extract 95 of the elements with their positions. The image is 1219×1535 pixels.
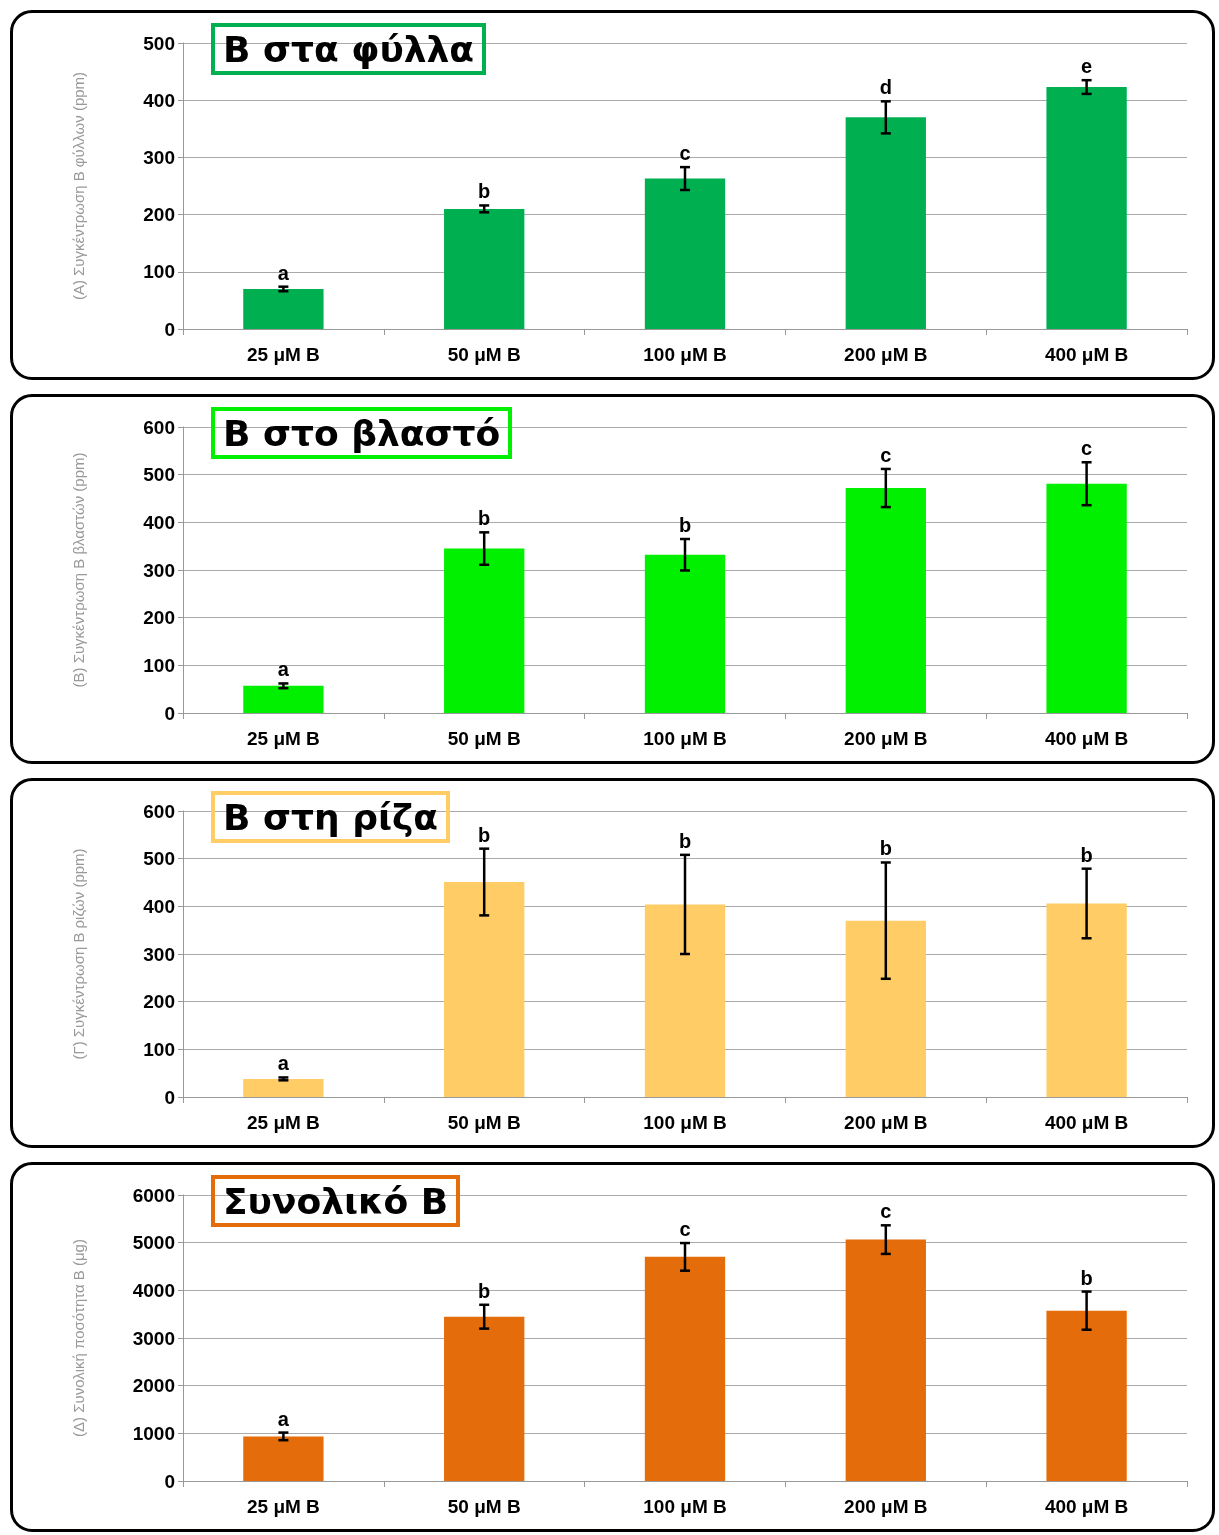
y-axis-title: (Δ) Συνολική ποσότητα Β (μg) <box>69 1239 87 1437</box>
bar <box>845 1239 926 1481</box>
x-tick-label: 50 μM B <box>447 1496 521 1517</box>
bar <box>644 904 726 1097</box>
x-tick-label: 25 μM B <box>246 728 320 749</box>
bar <box>644 554 726 713</box>
bar <box>1046 903 1127 1097</box>
bar <box>243 1078 324 1097</box>
bar <box>444 882 525 1097</box>
x-tick-label: 400 μM B <box>1044 344 1129 365</box>
y-tick-label: 2000 <box>132 1375 175 1397</box>
bar <box>845 117 926 329</box>
bar <box>644 178 726 329</box>
y-tick-label: 0 <box>164 1470 175 1492</box>
y-tick-label: 400 <box>143 895 175 917</box>
x-tick-label: 100 μM B <box>643 728 727 749</box>
annotation: b <box>678 514 692 537</box>
x-tick-label: 50 μM B <box>447 344 521 365</box>
x-tick-label: 400 μM B <box>1044 1112 1129 1133</box>
y-tick-label: 400 <box>143 511 175 533</box>
annotation: d <box>879 76 892 99</box>
annotation: a <box>277 1407 290 1430</box>
x-tick-label: 400 μM B <box>1044 728 1129 749</box>
annotation: a <box>277 658 290 681</box>
bar <box>845 488 926 713</box>
annotation: c <box>1081 437 1093 460</box>
y-tick-label: 0 <box>164 702 175 724</box>
x-tick-label: 50 μM B <box>447 1112 521 1133</box>
y-axis-title: (Α) Συγκέντρωση Β φύλλων (ppm) <box>69 71 87 301</box>
y-axis-title: (Γ) Συγκέντρωση Β ριζών (ppm) <box>69 848 87 1060</box>
bar <box>1046 87 1127 329</box>
y-tick-label: 100 <box>143 261 175 283</box>
x-tick-label: 100 μM B <box>643 344 727 365</box>
y-tick-label: 1000 <box>132 1422 175 1444</box>
y-tick-label: 500 <box>143 464 175 486</box>
annotation: c <box>880 443 892 466</box>
annotation: c <box>679 1218 691 1241</box>
y-tick-label: 600 <box>143 800 175 822</box>
y-tick-label: 400 <box>143 89 175 111</box>
chart-title: Συνολικό Β <box>223 1180 449 1222</box>
y-tick-label: 300 <box>143 943 175 965</box>
y-tick-label: 200 <box>143 204 175 226</box>
bar <box>1046 483 1127 713</box>
x-tick-label: 100 μM B <box>643 1496 727 1517</box>
annotation: b <box>478 823 491 846</box>
annotation: b <box>1080 843 1093 866</box>
x-tick-label: 25 μM B <box>246 344 320 365</box>
bar <box>243 1436 324 1481</box>
bar <box>444 1316 525 1481</box>
x-tick-label: 25 μM B <box>246 1496 320 1517</box>
x-tick-label: 200 μM B <box>844 728 928 749</box>
y-tick-label: 200 <box>143 991 175 1013</box>
annotation: b <box>678 829 692 852</box>
y-tick-label: 0 <box>164 1086 175 1108</box>
y-tick-label: 500 <box>143 32 175 54</box>
y-tick-label: 5000 <box>132 1232 175 1254</box>
y-axis-title: (Β) Συγκέντρωση Β βλαστών (ppm) <box>69 452 87 688</box>
x-tick-label: 400 μM B <box>1044 1496 1129 1517</box>
y-tick-label: 300 <box>143 146 175 168</box>
annotation: b <box>478 180 491 203</box>
bar <box>444 548 525 713</box>
y-tick-label: 0 <box>164 318 175 340</box>
y-tick-label: 100 <box>143 1038 175 1060</box>
x-tick-label: 50 μM B <box>447 728 521 749</box>
y-tick-label: 4000 <box>132 1279 175 1301</box>
annotation: c <box>880 1200 892 1223</box>
annotation: a <box>277 1052 290 1075</box>
y-tick-label: 600 <box>143 416 175 438</box>
bar <box>243 685 324 713</box>
bar <box>1046 1310 1127 1481</box>
x-tick-label: 200 μM B <box>844 1496 928 1517</box>
annotation: a <box>277 261 290 284</box>
bar <box>644 1256 726 1481</box>
annotation: b <box>478 1279 491 1302</box>
y-tick-label: 500 <box>143 848 175 870</box>
annotation: e <box>1081 55 1093 78</box>
annotation: b <box>879 837 892 860</box>
bar <box>845 920 926 1097</box>
chart-title: Β στα φύλλα <box>223 28 475 70</box>
x-tick-label: 200 μM B <box>844 1112 928 1133</box>
y-tick-label: 6000 <box>132 1184 175 1206</box>
bar <box>444 208 525 329</box>
annotation: c <box>679 142 691 165</box>
x-tick-label: 200 μM B <box>844 344 928 365</box>
annotation: b <box>1080 1266 1093 1289</box>
y-tick-label: 300 <box>143 559 175 581</box>
annotation: b <box>478 507 491 530</box>
x-tick-label: 25 μM B <box>246 1112 320 1133</box>
x-tick-label: 100 μM B <box>643 1112 727 1133</box>
bar <box>243 288 324 329</box>
y-tick-label: 100 <box>143 654 175 676</box>
chart-title: Β στη ρίζα <box>223 796 438 838</box>
chart-title: Β στο βλαστό <box>223 412 501 454</box>
y-tick-label: 200 <box>143 607 175 629</box>
y-tick-label: 3000 <box>132 1327 175 1349</box>
